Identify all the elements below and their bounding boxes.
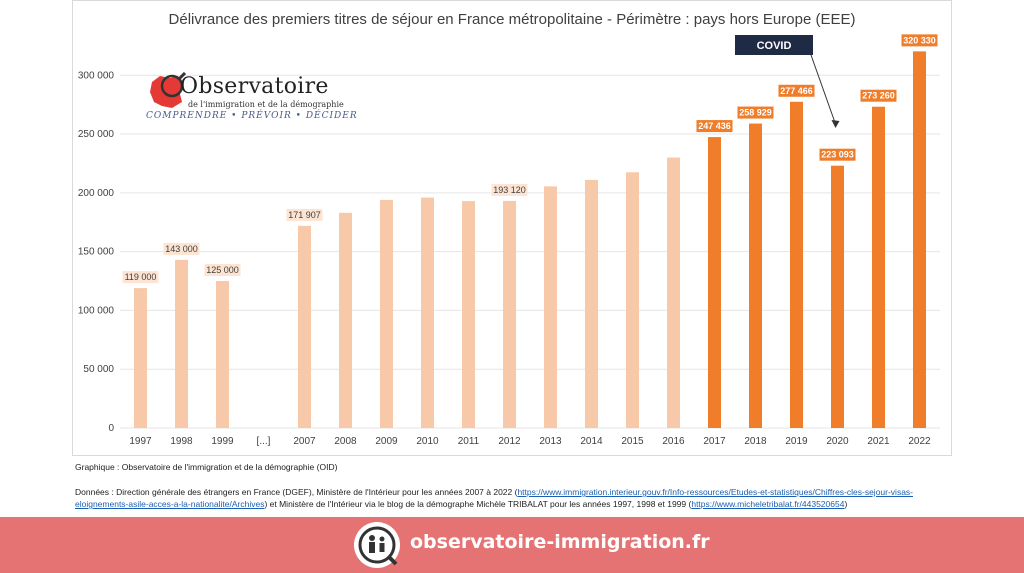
bar xyxy=(134,288,147,428)
data-label-box xyxy=(737,106,774,119)
y-tick-label: 250 000 xyxy=(78,129,115,140)
bar xyxy=(790,101,803,429)
x-tick-label: 2014 xyxy=(580,436,603,447)
source-link-tribalat[interactable]: https://www.micheletribalat.fr/443520654 xyxy=(691,499,845,509)
x-tick-label: 2017 xyxy=(703,436,726,447)
data-label-box xyxy=(819,148,856,161)
y-tick-label: 0 xyxy=(108,423,114,434)
data-label-box xyxy=(901,34,938,47)
logo-name: Observatoire xyxy=(180,74,329,99)
x-tick-label: 2009 xyxy=(375,436,398,447)
data-label-box xyxy=(778,84,815,97)
bar xyxy=(831,165,844,428)
bar xyxy=(667,157,680,429)
bar xyxy=(544,186,557,428)
bar xyxy=(913,51,926,429)
x-tick-label: 2021 xyxy=(867,436,890,447)
footer-logo-icon xyxy=(354,522,400,568)
bar xyxy=(462,201,475,428)
bar xyxy=(216,281,229,428)
data-label-box xyxy=(860,89,897,102)
data-label: 125 000 xyxy=(206,265,239,275)
chart: Délivrance des premiers titres de séjour… xyxy=(78,11,940,447)
x-tick-label: 2007 xyxy=(293,436,316,447)
bar xyxy=(585,179,598,428)
x-tick-label: 2018 xyxy=(744,436,767,447)
bar xyxy=(339,212,352,428)
x-tick-label: 1998 xyxy=(170,436,193,447)
sources-prefix: Données : Direction générale des étrange… xyxy=(75,487,518,497)
x-tick-label: 2013 xyxy=(539,436,562,447)
chart-title: Délivrance des premiers titres de séjour… xyxy=(169,11,856,28)
bar xyxy=(298,225,311,428)
oid-logo: Observatoire de l'immigration et de la d… xyxy=(146,70,357,126)
data-label: 193 120 xyxy=(493,185,526,195)
x-tick-label: 2008 xyxy=(334,436,357,447)
y-tick-label: 100 000 xyxy=(78,305,115,316)
x-tick-label: 2020 xyxy=(826,436,849,447)
covid-annotation-label: COVID xyxy=(757,40,792,52)
x-tick-label: 2010 xyxy=(416,436,439,447)
covid-annotation-box xyxy=(735,35,813,55)
x-tick-label: 2015 xyxy=(621,436,644,447)
x-tick-label: [...] xyxy=(257,436,271,447)
x-tick-label: 2019 xyxy=(785,436,808,447)
data-label: 247 436 xyxy=(698,121,731,131)
source-link-dgef[interactable]: https://www.immigration.interieur.gouv.f… xyxy=(75,487,914,509)
bar xyxy=(708,137,721,428)
y-tick-label: 200 000 xyxy=(78,188,115,199)
sources-mid: ) et Ministère de l'Intérieur via le blo… xyxy=(264,499,692,509)
bar xyxy=(749,123,762,429)
sources-suffix: ) xyxy=(844,499,848,509)
data-label-box xyxy=(163,242,200,255)
data-label: 320 330 xyxy=(903,35,936,45)
data-label: 277 466 xyxy=(780,86,813,96)
footer-site-name[interactable]: observatoire-immigration.fr xyxy=(410,531,710,553)
x-tick-label: 2012 xyxy=(498,436,521,447)
chart-credit: Graphique : Observatoire de l'immigratio… xyxy=(75,462,338,472)
logo-tagline: COMPRENDRE • PRÉVOIR • DÉCIDER xyxy=(146,111,358,121)
data-label: 119 000 xyxy=(125,272,157,282)
bar xyxy=(175,259,188,428)
x-tick-label: 2022 xyxy=(908,436,931,447)
covid-arrow xyxy=(810,54,836,125)
data-label-box xyxy=(122,271,159,284)
footer-banner: observatoire-immigration.fr xyxy=(0,517,1024,573)
data-label-box xyxy=(286,208,323,221)
x-tick-label: 1999 xyxy=(211,436,234,447)
data-label-box xyxy=(696,120,733,133)
data-label: 143 000 xyxy=(165,244,198,254)
bar xyxy=(503,200,516,428)
x-tick-label: 2011 xyxy=(458,436,480,447)
y-tick-label: 150 000 xyxy=(78,247,115,258)
data-label: 258 929 xyxy=(739,108,772,118)
y-tick-label: 50 000 xyxy=(83,364,114,375)
logo-subtitle: de l'immigration et de la démographie xyxy=(188,100,344,109)
data-sources: Données : Direction générale des étrange… xyxy=(75,486,955,510)
bar xyxy=(421,197,434,428)
data-label: 223 093 xyxy=(821,150,854,160)
x-tick-label: 1997 xyxy=(129,436,152,447)
data-label: 273 260 xyxy=(862,91,895,101)
bar xyxy=(380,199,393,428)
y-tick-label: 300 000 xyxy=(78,70,115,81)
covid-arrow-head xyxy=(831,120,840,128)
data-label: 171 907 xyxy=(288,210,321,220)
france-map-icon xyxy=(150,72,186,108)
bar xyxy=(872,106,885,428)
x-tick-label: 2016 xyxy=(662,436,685,447)
bar xyxy=(626,172,639,428)
data-label-box xyxy=(204,264,241,277)
data-label-box xyxy=(491,183,528,196)
